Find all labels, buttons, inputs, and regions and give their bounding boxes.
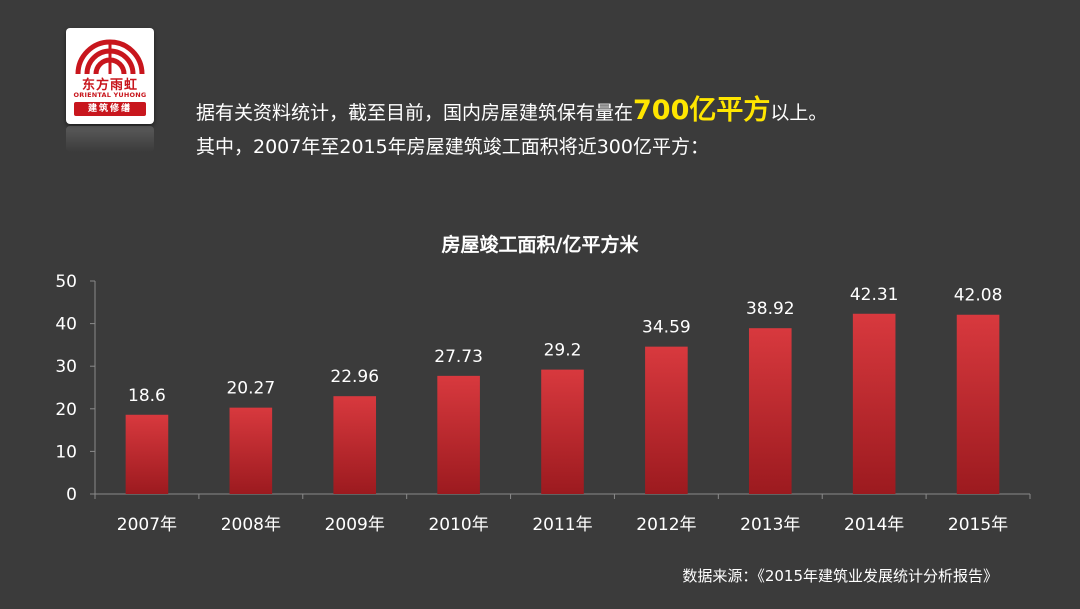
y-tick-label: 0 <box>66 485 77 505</box>
intro-line-1-before: 据有关资料统计，截至目前，国内房屋建筑保有量在 <box>196 102 634 124</box>
logo-name-cn: 东方雨虹 <box>81 78 138 93</box>
bar-value-label: 42.08 <box>954 286 1003 306</box>
y-tick-label: 20 <box>55 400 77 420</box>
y-tick-label: 10 <box>55 442 77 462</box>
x-category-label: 2013年 <box>740 515 800 535</box>
y-tick-label: 40 <box>55 315 77 335</box>
logo-subtitle: 建筑修缮 <box>74 102 146 116</box>
x-category-label: 2015年 <box>948 515 1008 535</box>
x-category-label: 2007年 <box>117 515 177 535</box>
bar-value-label: 18.6 <box>128 386 166 406</box>
x-category-label: 2009年 <box>325 515 385 535</box>
bar-value-label: 22.96 <box>330 367 379 387</box>
intro-line-2: 其中，2007年至2015年房屋建筑竣工面积将近300亿平方： <box>196 136 709 158</box>
bar-value-label: 29.2 <box>544 341 582 361</box>
logo-reflection <box>66 126 154 152</box>
chart-title: 房屋竣工面积/亿平方米 <box>441 234 639 256</box>
x-category-label: 2014年 <box>844 515 904 535</box>
y-tick-label: 30 <box>55 357 77 377</box>
x-category-label: 2011年 <box>532 515 592 535</box>
bar <box>125 414 169 494</box>
bar-value-label: 42.31 <box>850 285 899 305</box>
bar <box>229 407 273 494</box>
logo-name-en: ORIENTAL YUHONG <box>73 91 147 99</box>
x-category-label: 2012年 <box>636 515 696 535</box>
rainbow-arch-icon <box>75 39 145 74</box>
bar <box>748 328 792 494</box>
bar-value-label: 20.27 <box>226 379 275 399</box>
company-logo: 东方雨虹 ORIENTAL YUHONG 建筑修缮 <box>66 28 154 124</box>
bar-value-label: 34.59 <box>642 318 691 338</box>
x-category-label: 2008年 <box>221 515 281 535</box>
intro-line-1-after: 以上。 <box>770 102 828 124</box>
bar <box>333 396 377 494</box>
bar-value-label: 38.92 <box>746 299 795 319</box>
bar <box>956 314 1000 494</box>
data-source: 数据来源：《2015年建筑业发展统计分析报告》 <box>682 567 998 585</box>
x-category-label: 2010年 <box>428 515 488 535</box>
y-tick-label: 50 <box>55 272 77 292</box>
bar <box>541 369 584 494</box>
intro-line-1: 据有关资料统计，截至目前，国内房屋建筑保有量在700亿平方以上。 <box>196 88 827 127</box>
bar <box>437 375 480 494</box>
bar <box>645 346 688 494</box>
bar <box>852 313 896 494</box>
bar-value-label: 27.73 <box>434 347 483 367</box>
intro-highlight: 700亿平方 <box>633 95 771 126</box>
